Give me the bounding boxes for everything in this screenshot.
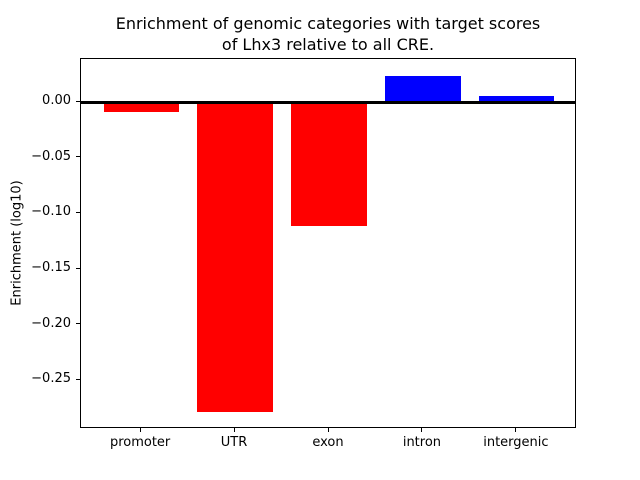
x-tick-mark xyxy=(327,428,329,432)
x-tick-label-intron: intron xyxy=(402,435,442,450)
y-tick-mark xyxy=(76,323,80,325)
y-tick-label: 0.00 xyxy=(42,93,71,109)
y-tick-mark xyxy=(76,211,80,213)
y-tick-mark xyxy=(76,156,80,158)
bar-UTR xyxy=(197,102,273,413)
chart-title: Enrichment of genomic categories with ta… xyxy=(115,14,541,54)
y-axis-label: Enrichment (log10) xyxy=(9,180,25,306)
y-tick-mark xyxy=(76,100,80,102)
y-tick-label: −0.10 xyxy=(31,204,71,220)
y-tick-label: −0.15 xyxy=(31,260,71,275)
x-tick-mark xyxy=(139,428,141,432)
plot-area xyxy=(80,58,576,428)
bar-promoter xyxy=(103,102,179,113)
x-tick-label-UTR: UTR xyxy=(220,435,248,450)
x-tick-mark xyxy=(421,428,423,432)
y-tick-label: −0.20 xyxy=(31,315,71,331)
bar-intron xyxy=(385,75,461,103)
x-tick-label-exon: exon xyxy=(312,435,344,450)
y-tick-label: −0.25 xyxy=(31,371,71,387)
x-tick-mark xyxy=(515,428,517,432)
bar-exon xyxy=(291,102,367,226)
y-tick-label: −0.05 xyxy=(31,148,71,164)
y-tick-mark xyxy=(76,378,80,380)
x-tick-label-promoter: promoter xyxy=(109,435,171,450)
x-tick-mark xyxy=(233,428,235,432)
y-tick-mark xyxy=(76,267,80,269)
x-tick-label-intergenic: intergenic xyxy=(483,435,549,450)
zero-line xyxy=(81,100,575,104)
bar-intergenic xyxy=(479,95,555,103)
